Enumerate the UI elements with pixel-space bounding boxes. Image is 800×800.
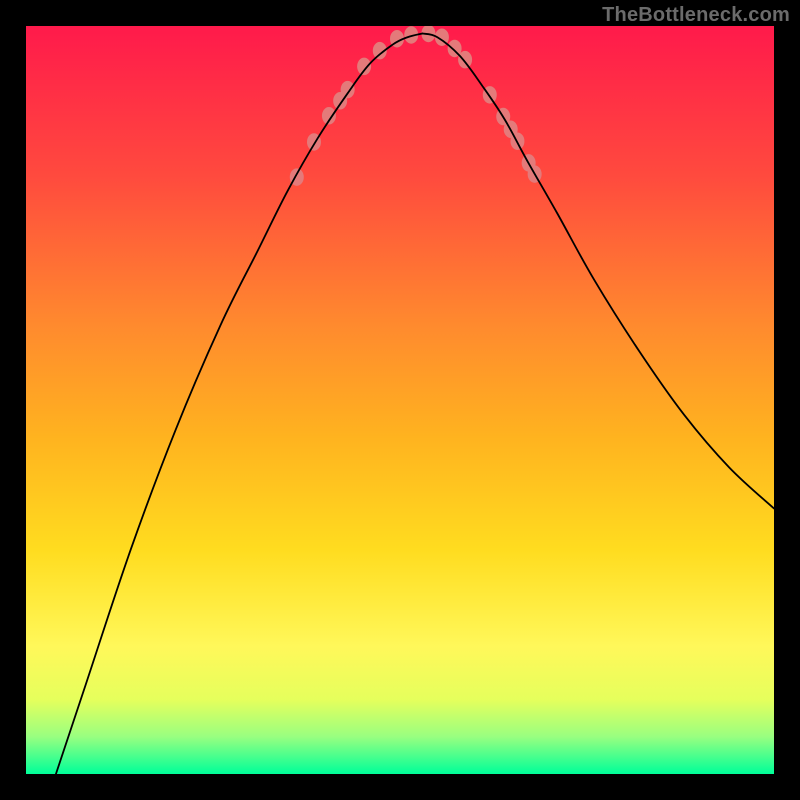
chart-container: TheBottleneck.com bbox=[0, 0, 800, 800]
bottleneck-curve-chart bbox=[26, 26, 774, 774]
data-marker bbox=[341, 81, 355, 99]
data-marker bbox=[458, 51, 472, 69]
plot-area bbox=[26, 26, 774, 774]
data-marker bbox=[357, 58, 371, 76]
gradient-background bbox=[26, 26, 774, 774]
watermark-label: TheBottleneck.com bbox=[602, 4, 790, 27]
